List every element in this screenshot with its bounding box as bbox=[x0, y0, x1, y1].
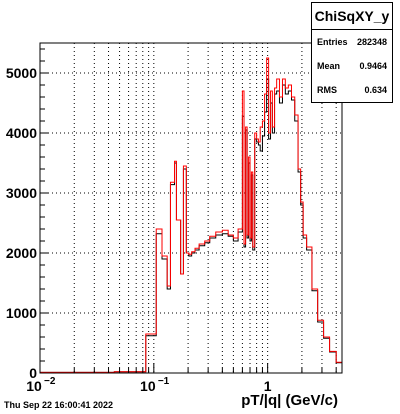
stats-mean-value: 0.9464 bbox=[359, 61, 387, 71]
stats-title: ChiSqXY_y bbox=[312, 3, 392, 30]
y-tick-label: 2000 bbox=[6, 245, 37, 261]
y-tick-label: 4000 bbox=[6, 125, 37, 141]
grid-layer bbox=[39, 43, 342, 373]
stats-entries-label: Entries bbox=[317, 37, 348, 47]
plot-frame bbox=[39, 42, 343, 374]
stats-mean-label: Mean bbox=[317, 61, 341, 71]
x-tick-label-exponent: −1 bbox=[158, 376, 170, 387]
series-layer bbox=[39, 57, 343, 373]
x-tick-label: 10 bbox=[26, 378, 42, 394]
y-tick-label: 3000 bbox=[6, 185, 37, 201]
stats-rms-label: RMS bbox=[317, 85, 337, 95]
stats-row-rms: RMS 0.634 bbox=[312, 78, 392, 102]
histogram-series-2 bbox=[39, 57, 343, 373]
stats-rms-value: 0.634 bbox=[364, 85, 387, 95]
y-tick-label: 0 bbox=[29, 365, 37, 381]
stats-box: ChiSqXY_y Entries 282348 Mean 0.9464 RMS… bbox=[311, 2, 393, 103]
y-tick-label: 5000 bbox=[6, 65, 37, 81]
x-tick-label: 10 bbox=[140, 378, 156, 394]
histogram-series-1 bbox=[39, 78, 343, 373]
y-tick-label: 1000 bbox=[6, 305, 37, 321]
x-tick-label-exponent: −2 bbox=[44, 376, 56, 387]
timestamp: Thu Sep 22 16:00:41 2022 bbox=[4, 400, 114, 410]
x-tick-label: 1 bbox=[264, 378, 272, 394]
stats-row-mean: Mean 0.9464 bbox=[312, 54, 392, 78]
stats-entries-value: 282348 bbox=[356, 37, 387, 47]
x-axis-label: pT/|q| (GeV/c) bbox=[241, 392, 338, 409]
stats-row-entries: Entries 282348 bbox=[312, 30, 392, 54]
